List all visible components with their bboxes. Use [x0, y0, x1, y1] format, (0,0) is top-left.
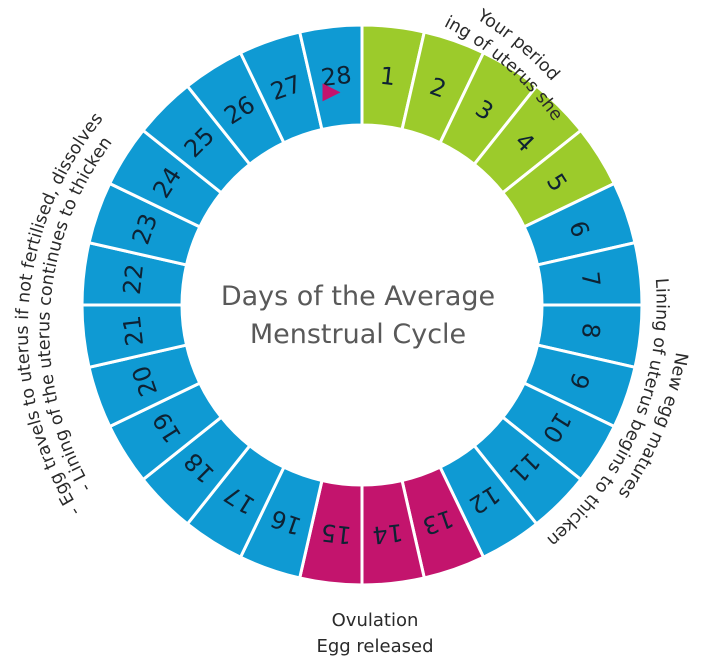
day-label-8: 8: [576, 322, 606, 340]
ovulation-annotation-2: Egg released: [316, 636, 433, 657]
diagram-title-line-1: Days of the Average: [221, 281, 495, 312]
day-label-21: 21: [118, 314, 149, 347]
day-label-1: 1: [379, 62, 397, 92]
day-ring: [80, 23, 644, 587]
diagram-title-line-2: Menstrual Cycle: [250, 319, 466, 350]
triangle-marker-icon: [322, 83, 341, 102]
marker-layer: [322, 83, 341, 102]
day-label-15: 15: [320, 518, 353, 549]
day-label-22: 22: [118, 263, 149, 296]
ovulation-annotation-1: Ovulation: [332, 610, 419, 631]
day-label-14: 14: [371, 518, 404, 549]
day-label-7: 7: [576, 270, 606, 288]
day-segment-28: [297, 23, 364, 132]
